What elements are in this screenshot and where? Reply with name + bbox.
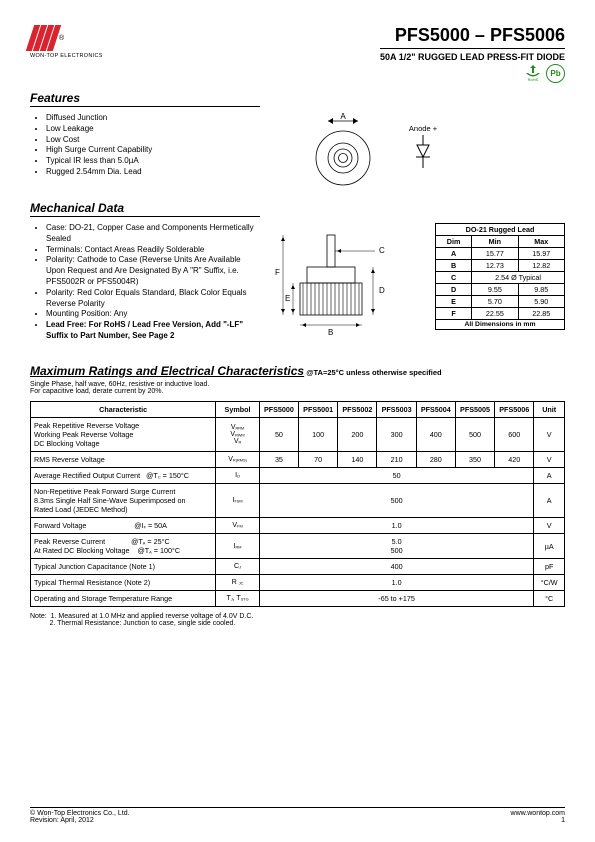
logo-block: ® WON-TOP ELECTRONICS — [30, 25, 103, 59]
ratings-head-part: PFS5000 — [259, 402, 298, 418]
feature-item: Diffused Junction — [46, 113, 255, 124]
feature-item: High Surge Current Capability — [46, 145, 255, 156]
footer-revision: Revision: April, 2012 — [30, 817, 94, 824]
ratings-table: Characteristic Symbol PFS5000 PFS5001 PF… — [30, 401, 565, 607]
header: ® WON-TOP ELECTRONICS PFS5000 – PFS5006 … — [30, 25, 565, 83]
feature-item: Rugged 2.54mm Dia. Lead — [46, 167, 255, 178]
ratings-row: Non-Repetitive Peak Forward Surge Curren… — [31, 484, 565, 518]
feature-item: Low Cost — [46, 135, 255, 146]
logo-bars-icon — [26, 25, 61, 51]
dimtable-head-dim: Dim — [436, 236, 472, 248]
logo-trademark: ® — [59, 35, 64, 42]
mechanical-heading: Mechanical Data — [30, 201, 565, 215]
mechanical-rule — [30, 216, 260, 217]
svg-text:B: B — [328, 328, 333, 337]
ratings-head-part: PFS5006 — [495, 402, 534, 418]
ratings-row: Operating and Storage Temperature RangeT… — [31, 591, 565, 607]
features-list-wrap: Diffused JunctionLow LeakageLow CostHigh… — [30, 113, 255, 178]
dimension-row: B12.7312.82 — [436, 260, 565, 272]
mechanical-item: Polarity: Cathode to Case (Reverse Units… — [46, 255, 255, 287]
mechanical-item: Lead Free: For RoHS / Lead Free Version,… — [46, 320, 255, 342]
pb-free-icon: Pb — [546, 64, 565, 83]
ratings-notes-above: Single Phase, half wave, 60Hz, resistive… — [30, 381, 565, 395]
compliance-badges: RoHS Pb — [380, 64, 565, 83]
dimension-table-wrap: DO-21 Rugged Lead Dim Min Max A15.7715.9… — [435, 223, 565, 330]
ratings-row: Typical Thermal Resistance (Note 2)R JC1… — [31, 575, 565, 591]
svg-text:E: E — [285, 294, 290, 303]
features-rule — [30, 106, 260, 107]
ratings-footnotes: Note: 1. Measured at 1.0 MHz and applied… — [30, 613, 565, 627]
feature-item: Low Leakage — [46, 124, 255, 135]
ratings-row: Peak Repetitive Reverse VoltageWorking P… — [31, 418, 565, 452]
mechanical-row: Case: DO-21, Copper Case and Components … — [30, 223, 565, 350]
ratings-row: RMS Reverse VoltageVR(RMS)35701402102803… — [31, 452, 565, 468]
side-view-drawing: C F D E B — [265, 223, 425, 350]
mechanical-item: Mounting Position: Any — [46, 309, 255, 320]
subtitle: 50A 1/2" RUGGED LEAD PRESS-FIT DIODE — [380, 52, 565, 62]
title-block: PFS5000 – PFS5006 50A 1/2" RUGGED LEAD P… — [380, 25, 565, 83]
footer: © Won-Top Electronics Co., Ltd. Revision… — [30, 807, 565, 824]
ratings-head-part: PFS5001 — [299, 402, 338, 418]
title-rule — [380, 48, 565, 49]
top-view-drawing: A Anode + — [265, 113, 565, 193]
dim-a-label: A — [340, 113, 346, 121]
svg-text:C: C — [379, 246, 385, 255]
dimtable-title: DO-21 Rugged Lead — [436, 224, 565, 236]
svg-text:D: D — [379, 286, 385, 295]
rohs-icon: RoHS — [525, 64, 541, 83]
ratings-head-char: Characteristic — [31, 402, 216, 418]
company-name: WON-TOP ELECTRONICS — [30, 53, 103, 59]
svg-text:F: F — [275, 268, 280, 277]
ratings-row: Average Rectified Output Current @TC = 1… — [31, 468, 565, 484]
ratings-head-unit: Unit — [534, 402, 565, 418]
ratings-head-part: PFS5002 — [338, 402, 377, 418]
mechanical-item: Terminals: Contact Areas Readily Soldera… — [46, 245, 255, 256]
features-list: Diffused JunctionLow LeakageLow CostHigh… — [30, 113, 255, 178]
svg-text:RoHS: RoHS — [528, 77, 539, 81]
dimtable-footer: All Dimensions in mm — [436, 320, 565, 330]
footer-page-num: 1 — [561, 817, 565, 824]
ratings-row: Typical Junction Capacitance (Note 1)CJ4… — [31, 559, 565, 575]
footer-copyright: © Won-Top Electronics Co., Ltd. — [30, 810, 130, 817]
dimension-row: F22.5522.85 — [436, 308, 565, 320]
dimension-row: E5.705.90 — [436, 296, 565, 308]
features-heading: Features — [30, 91, 565, 105]
ratings-head-sym: Symbol — [216, 402, 260, 418]
mechanical-item: Polarity: Red Color Equals Standard, Bla… — [46, 288, 255, 310]
ratings-note-2: For capacitive load, derate current by 2… — [30, 388, 163, 395]
ratings-head-part: PFS5005 — [455, 402, 494, 418]
feature-item: Typical IR less than 5.0µA — [46, 156, 255, 167]
mechanical-item: Case: DO-21, Copper Case and Components … — [46, 223, 255, 245]
ratings-title-suffix: @TA=25°C unless otherwise specified — [304, 368, 442, 377]
ratings-row: Peak Reverse Current @TA = 25°CAt Rated … — [31, 534, 565, 559]
footer-url: www.wontop.com — [511, 810, 565, 817]
features-row: Diffused JunctionLow LeakageLow CostHigh… — [30, 113, 565, 193]
dimension-row: C2.54 Ø Typical — [436, 272, 565, 284]
ratings-head-part: PFS5004 — [416, 402, 455, 418]
part-number-title: PFS5000 – PFS5006 — [380, 25, 565, 46]
mechanical-list-wrap: Case: DO-21, Copper Case and Components … — [30, 223, 255, 342]
ratings-row: Forward Voltage @IF = 50AVFM1.0V — [31, 518, 565, 534]
dimension-table: DO-21 Rugged Lead Dim Min Max A15.7715.9… — [435, 223, 565, 330]
ratings-title: Maximum Ratings and Electrical Character… — [30, 364, 304, 378]
dimtable-head-max: Max — [518, 236, 564, 248]
ratings-head-part: PFS5003 — [377, 402, 416, 418]
company-logo: ® — [30, 25, 64, 51]
mechanical-list: Case: DO-21, Copper Case and Components … — [30, 223, 255, 342]
footer-left: © Won-Top Electronics Co., Ltd. Revision… — [30, 807, 565, 824]
dimension-row: A15.7715.97 — [436, 248, 565, 260]
dimtable-head-min: Min — [472, 236, 518, 248]
anode-label: Anode + — [409, 124, 438, 133]
ratings-note-1: Single Phase, half wave, 60Hz, resistive… — [30, 381, 209, 388]
dimension-row: D9.559.85 — [436, 284, 565, 296]
ratings-heading: Maximum Ratings and Electrical Character… — [30, 364, 565, 378]
